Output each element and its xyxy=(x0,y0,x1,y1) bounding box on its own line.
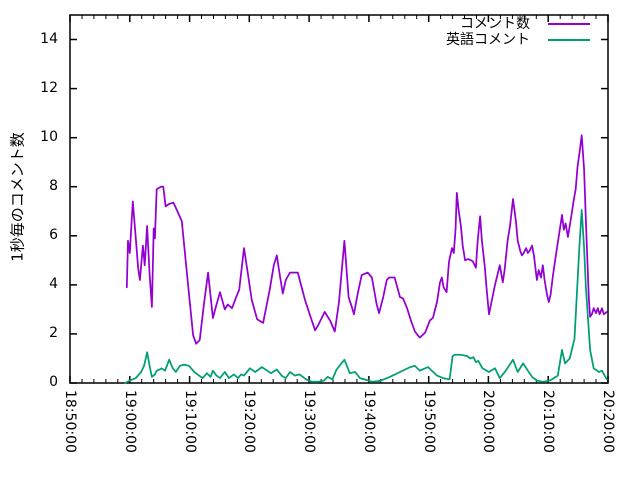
y-tick-label: 6 xyxy=(49,227,58,243)
y-tick-label: 0 xyxy=(49,374,58,390)
y-tick-label: 12 xyxy=(40,80,58,96)
x-tick-label: 19:20:00 xyxy=(241,390,257,453)
legend-entry-english-comments: 英語コメント xyxy=(0,32,640,48)
series-line-1 xyxy=(124,209,608,384)
legend: コメント数 英語コメント xyxy=(0,16,640,48)
y-tick-label: 10 xyxy=(40,129,58,145)
legend-line-sample-english-comments xyxy=(548,39,590,41)
legend-line-sample-comments xyxy=(548,23,590,25)
legend-label-english-comments: 英語コメント xyxy=(446,32,530,48)
x-tick-label: 18:50:00 xyxy=(62,390,78,453)
x-tick-label: 19:30:00 xyxy=(301,390,317,453)
legend-label-comments: コメント数 xyxy=(460,16,530,32)
x-tick-label: 20:00:00 xyxy=(480,390,496,453)
y-tick-label: 8 xyxy=(49,178,58,194)
x-tick-label: 19:50:00 xyxy=(421,390,437,453)
y-tick-label: 4 xyxy=(49,276,58,292)
x-tick-label: 19:10:00 xyxy=(182,390,198,453)
y-tick-label: 14 xyxy=(40,31,58,47)
y-tick-label: 2 xyxy=(49,325,58,341)
x-tick-label: 20:10:00 xyxy=(540,390,556,453)
x-tick-label: 20:20:00 xyxy=(600,390,616,453)
plot-border xyxy=(69,14,609,384)
series-line-0 xyxy=(125,134,608,345)
legend-entry-comments: コメント数 xyxy=(0,16,640,32)
x-tick-label: 19:40:00 xyxy=(361,390,377,453)
x-tick-label: 19:00:00 xyxy=(122,390,138,453)
